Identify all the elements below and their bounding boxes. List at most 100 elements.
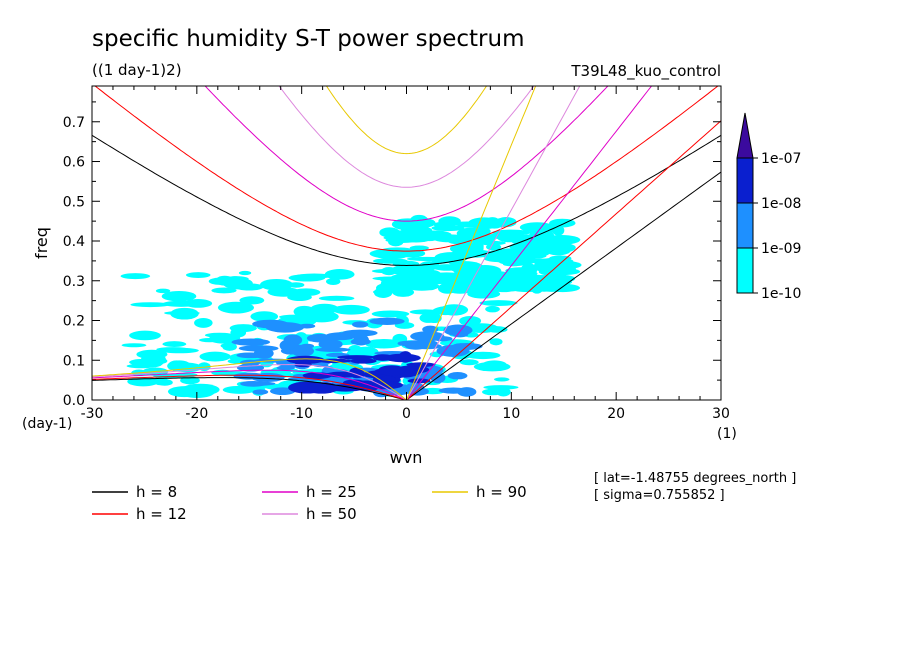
spectrum-patch-1e-10	[534, 284, 554, 292]
spectrum-patch-1e-10	[332, 304, 370, 315]
dispersion-curve-h12	[92, 374, 407, 400]
spectrum-patch-1e-10	[377, 254, 407, 259]
spectrum-patch-1e-09	[315, 347, 351, 352]
spectrum-patch-1e-09	[457, 387, 477, 397]
spectrum-patch-1e-09	[452, 331, 469, 338]
spectrum-patch-1e-09	[447, 372, 468, 380]
spectrum-patch-1e-10	[380, 267, 398, 276]
y-tick-label: 0.5	[63, 194, 85, 210]
spectrum-patch-1e-10	[495, 248, 525, 260]
spectrum-patch-1e-10	[194, 317, 213, 328]
spectrum-patch-1e-10	[492, 280, 508, 290]
spectrum-patch-1e-10	[483, 385, 519, 390]
x-axis-label: wvn	[390, 448, 423, 467]
spectrum-patch-1e-10	[432, 264, 461, 271]
y-axis-label: freq	[32, 227, 51, 259]
spectrum-patch-1e-10	[371, 310, 410, 318]
spectrum-patch-1e-10	[533, 261, 550, 272]
x-tick-label: 0	[402, 406, 411, 422]
x-tick-label: -20	[185, 406, 208, 422]
dispersion-curve-h25	[204, 86, 609, 222]
x-tick-label: 20	[607, 406, 625, 422]
spectrum-patch-1e-10	[365, 339, 403, 349]
dispersion-curve-h12	[406, 120, 721, 400]
spectrum-patch-1e-10	[485, 305, 500, 313]
spectrum-patch-1e-10	[484, 217, 501, 229]
x-unit-label: (1)	[717, 426, 737, 442]
y-tick-label: 0.2	[63, 314, 85, 330]
spectrum-patch-1e-10	[468, 265, 502, 277]
spectrum-patch-1e-10	[452, 280, 490, 292]
spectrum-patch-1e-10	[318, 295, 355, 301]
spectrum-patch-1e-10	[530, 240, 565, 247]
spectrum-patch-1e-10	[527, 258, 556, 264]
spectrum-patch-1e-10	[392, 260, 420, 268]
spectrum-patch-1e-10	[184, 299, 213, 308]
spectrum-patch-1e-09	[352, 321, 369, 328]
spectrum-patch-1e-10	[473, 362, 511, 372]
spectrum-patch-1e-09	[240, 380, 267, 387]
colorbar-label: 1e-09	[761, 241, 801, 257]
x-tick-label: 10	[502, 406, 520, 422]
colorbar-arrow	[736, 112, 754, 159]
spectrum-patch-1e-10	[459, 315, 482, 326]
spectrum-patch-1e-10	[379, 227, 400, 238]
spectrum-patch-1e-10	[494, 377, 510, 382]
spectrum-patch-1e-09	[325, 334, 340, 341]
dispersion-curve-h8	[406, 171, 721, 400]
spectrum-patch-1e-10	[120, 273, 151, 280]
spectrum-patch-1e-08	[337, 355, 377, 360]
spectrum-patch-1e-10	[250, 311, 279, 322]
spectrum-patch-1e-10	[409, 245, 429, 251]
spectrum-patch-1e-10	[185, 272, 211, 278]
spectrum-patch-1e-10	[489, 338, 503, 346]
spectrum-patch-1e-10	[295, 273, 334, 279]
spectrum-patch-1e-09	[275, 323, 289, 332]
spectrum-patch-1e-10	[155, 288, 171, 294]
x-tick-label: -30	[81, 406, 104, 422]
chart-title: specific humidity S-T power spectrum	[92, 26, 524, 52]
dispersion-curve-h8	[92, 134, 721, 267]
spectrum-patch-1e-10	[267, 287, 300, 297]
y-tick-label: 0.3	[63, 274, 85, 290]
spectrum-patch-1e-09	[405, 382, 425, 392]
spectrum-patch-1e-10	[121, 343, 147, 348]
dispersion-curve-h90	[325, 86, 488, 155]
spectrum-patch-1e-09	[369, 317, 405, 325]
spectrum-patch-1e-08	[379, 375, 396, 383]
spectrum-patch-1e-10	[222, 385, 257, 394]
dispersion-curve-h12	[94, 86, 719, 252]
run-label: T39L48_kuo_control	[570, 62, 721, 81]
spectrum-patch-1e-10	[229, 324, 257, 333]
spectrum-patch-1e-09	[279, 339, 295, 352]
legend-label: h = 50	[306, 505, 357, 523]
spectrum-patch-1e-10	[432, 234, 467, 243]
spectrum-patch-1e-10	[479, 300, 518, 306]
dispersion-curve-h90	[406, 86, 537, 400]
spectrum-patch-1e-09	[397, 340, 417, 347]
spectrum-patch-1e-10	[464, 242, 484, 250]
x-tick-label: 30	[712, 406, 730, 422]
spectrum-patch-1e-08	[286, 355, 325, 364]
legend: h = 8 h = 12 h = 25 h = 50 h = 90	[92, 483, 527, 523]
legend-label: h = 8	[136, 483, 177, 501]
spectrum-patch-1e-10	[383, 284, 420, 289]
spectrum-patch-1e-10	[217, 301, 254, 314]
spectrum-patch-1e-10	[209, 333, 241, 343]
spectrum-patch-1e-10	[422, 269, 442, 282]
spectrum-patch-1e-09	[350, 338, 371, 346]
legend-label: h = 25	[306, 483, 357, 501]
spectrum-patch-1e-08	[407, 378, 431, 384]
spectrum-patch-1e-10	[496, 387, 511, 397]
spectrum-patch-1e-10	[130, 302, 171, 308]
spectrum-patch-1e-09	[253, 347, 274, 359]
spectrum-patch-1e-10	[438, 216, 461, 226]
spectrum-patch-1e-10	[199, 351, 231, 362]
spectrum-patch-1e-10	[156, 347, 190, 352]
spectrum-patch-1e-10	[239, 296, 265, 305]
spectrum-patch-1e-08	[372, 354, 394, 361]
spectrum-patch-1e-10	[426, 313, 442, 324]
lat-annotation: [ lat=-1.48755 degrees_north ]	[594, 471, 796, 486]
legend-label: h = 90	[476, 483, 527, 501]
colorbar-label: 1e-07	[761, 151, 801, 167]
